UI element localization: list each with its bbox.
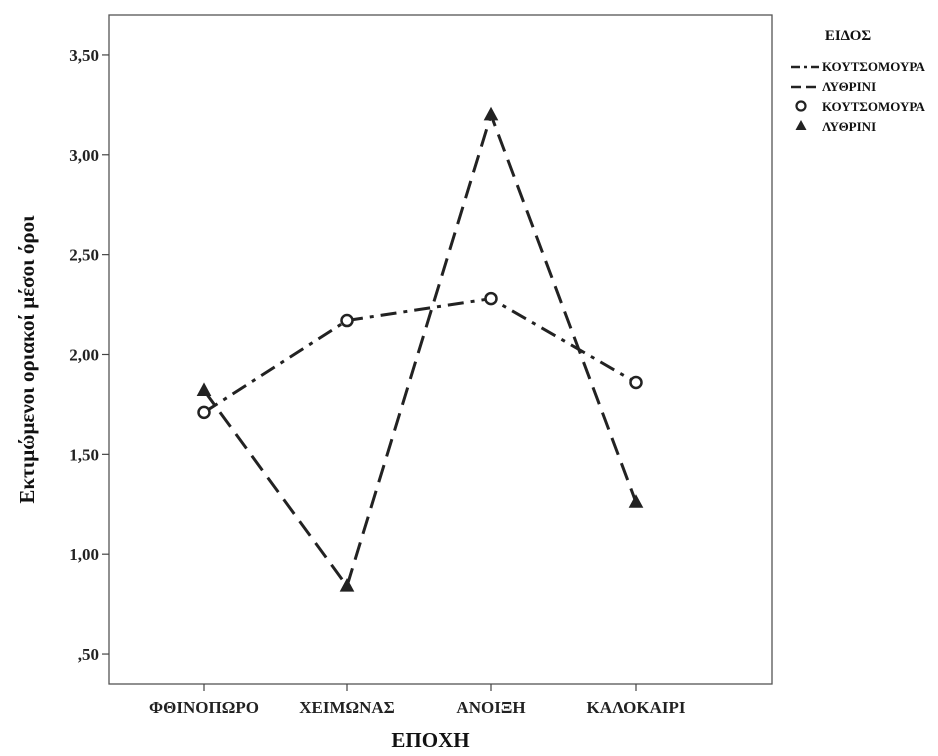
data-point-triangle (483, 106, 499, 121)
data-point-circle (340, 313, 354, 328)
x-tick-label: ΚΑΛΟΚΑΙΡΙ (586, 698, 685, 717)
legend-title: ΕΙΔΟΣ (825, 28, 872, 44)
y-tick-label: ,50 (78, 645, 99, 664)
y-tick-label: 1,00 (69, 545, 99, 564)
y-tick-label: 1,50 (69, 445, 99, 464)
legend-triangle-swatch (795, 120, 807, 130)
plot-frame (108, 14, 773, 685)
y-tick-label: 2,50 (69, 246, 99, 265)
data-point-circle (484, 291, 498, 306)
legend-label: ΚΟΥΤΣΟΜΟΥΡΑ (822, 99, 925, 114)
data-point-circle (197, 405, 211, 420)
y-tick-label: 3,00 (69, 146, 99, 165)
legend-circle-swatch (795, 100, 807, 112)
y-tick-label: 3,50 (69, 46, 99, 65)
data-point-triangle (628, 494, 644, 508)
x-axis-title: ΕΠΟΧΗ (391, 728, 469, 752)
legend-label: ΛΥΘΡΙΝΙ (822, 79, 876, 94)
y-axis-title: Εκτιμώμενοι οριακοί μέσοι όροι (15, 215, 39, 504)
y-tick-label: 2,00 (69, 345, 99, 364)
data-point-circle (629, 375, 643, 390)
plot-area: ,50 1,00 1,50 2,00 2,50 3,00 3,50 ΦΘΙΝΟΠΩΡΟ ΧΕΙΜ… (69, 14, 773, 717)
series-line (202, 113, 638, 588)
legend-label: ΛΥΘΡΙΝΙ (822, 119, 876, 134)
x-tick-label: ΦΘΙΝΟΠΩΡΟ (149, 698, 259, 717)
legend-label: ΚΟΥΤΣΟΜΟΥΡΑ (822, 59, 925, 74)
legend: ΕΙΔΟΣ ΚΟΥΤΣΟΜΟΥΡΑ ΛΥΘΡΙΝΙ ΚΟΥΤΣΟΜΟΥΡΑ ΛΥΘΡΙ… (791, 28, 925, 134)
series-line (203, 297, 637, 414)
x-tick-label: ΧΕΙΜΩΝΑΣ (299, 698, 395, 717)
x-tick-label: ΑΝΟΙΞΗ (456, 698, 525, 717)
data-point-triangle (339, 578, 355, 592)
data-point-triangle (196, 382, 212, 396)
